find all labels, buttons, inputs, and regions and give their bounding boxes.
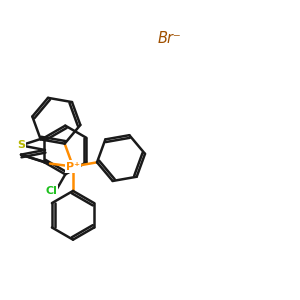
Text: S: S	[17, 140, 25, 150]
Text: Cl: Cl	[45, 186, 57, 196]
Text: P⁺: P⁺	[66, 161, 80, 172]
Text: Br⁻: Br⁻	[158, 31, 181, 46]
